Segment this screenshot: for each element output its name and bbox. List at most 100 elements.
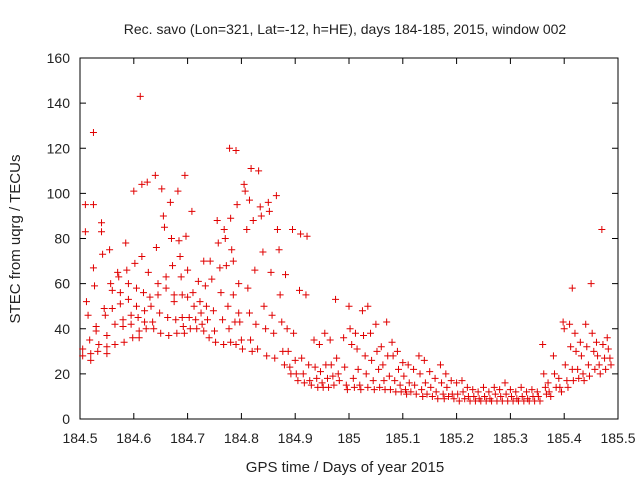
- data-point: [219, 316, 227, 324]
- x-tick-label: 184.5: [62, 430, 97, 446]
- data-point: [116, 300, 124, 308]
- data-point: [459, 388, 467, 396]
- data-point: [576, 338, 584, 346]
- y-tick-label: 140: [47, 95, 71, 111]
- y-tick-label: 100: [47, 185, 71, 201]
- data-point: [280, 361, 288, 369]
- data-point: [264, 198, 272, 206]
- data-point: [534, 392, 542, 400]
- data-point: [558, 388, 566, 396]
- data-point: [267, 268, 275, 276]
- data-point: [114, 268, 122, 276]
- data-point: [169, 262, 177, 270]
- data-point: [397, 388, 405, 396]
- data-point: [256, 203, 264, 211]
- data-point: [512, 388, 520, 396]
- data-point: [340, 334, 348, 342]
- data-point: [592, 338, 600, 346]
- data-point: [299, 370, 307, 378]
- data-point: [321, 329, 329, 337]
- data-point: [135, 327, 143, 335]
- data-point: [431, 374, 439, 382]
- plot-border: [79, 57, 619, 420]
- data-point: [103, 343, 111, 351]
- data-point: [220, 341, 228, 349]
- data-point: [141, 318, 149, 326]
- data-point: [566, 320, 574, 328]
- data-point: [165, 332, 173, 340]
- data-point: [142, 325, 150, 333]
- data-point: [438, 379, 446, 387]
- data-point: [470, 392, 478, 400]
- data-point: [571, 329, 579, 337]
- data-point: [404, 361, 412, 369]
- data-point: [81, 228, 89, 236]
- data-point: [584, 361, 592, 369]
- data-point: [345, 302, 353, 310]
- data-point: [423, 390, 431, 398]
- data-point: [247, 165, 255, 173]
- data-point: [428, 392, 436, 400]
- data-point: [303, 232, 311, 240]
- data-point: [180, 329, 188, 337]
- data-point: [139, 289, 147, 297]
- data-point: [318, 379, 326, 387]
- data-point: [249, 216, 257, 224]
- data-point: [208, 275, 216, 283]
- data-point: [596, 370, 604, 378]
- data-point: [84, 311, 92, 319]
- plot-frame: [79, 57, 619, 420]
- data-point: [370, 386, 378, 394]
- data-point: [307, 381, 315, 389]
- data-point: [89, 201, 97, 209]
- data-point: [385, 372, 393, 380]
- y-tick-label: 20: [54, 366, 70, 382]
- data-point: [376, 383, 384, 391]
- data-point: [176, 253, 184, 261]
- data-point: [368, 356, 376, 364]
- data-point: [411, 381, 419, 389]
- data-point: [132, 302, 140, 310]
- data-point: [298, 354, 306, 362]
- data-point: [186, 325, 194, 333]
- data-point: [574, 365, 582, 373]
- data-point: [313, 374, 321, 382]
- data-point: [480, 383, 487, 391]
- data-point: [551, 370, 559, 378]
- data-point: [533, 388, 541, 396]
- data-point: [248, 347, 256, 355]
- data-point: [607, 361, 615, 369]
- data-point: [327, 361, 335, 369]
- data-point: [212, 338, 220, 346]
- data-points: [79, 92, 615, 405]
- data-point: [350, 383, 358, 391]
- chart-title: Rec. savo (Lon=321, Lat=-12, h=HE), days…: [124, 21, 567, 37]
- data-point: [587, 280, 595, 288]
- data-point: [173, 329, 181, 337]
- data-point: [296, 286, 304, 294]
- data-point: [124, 280, 132, 288]
- data-point: [410, 365, 418, 373]
- data-point: [286, 363, 294, 371]
- data-point: [119, 322, 127, 330]
- data-point: [305, 361, 313, 369]
- data-point: [101, 311, 109, 319]
- data-point: [144, 268, 152, 276]
- data-point: [362, 370, 370, 378]
- data-point: [585, 372, 593, 380]
- data-point: [122, 239, 130, 247]
- data-point: [184, 293, 192, 301]
- data-point: [129, 334, 137, 342]
- data-point: [400, 372, 408, 380]
- data-point: [276, 291, 284, 299]
- data-point: [216, 264, 224, 272]
- data-point: [99, 250, 107, 258]
- data-point: [120, 338, 128, 346]
- data-point: [394, 365, 402, 373]
- data-point: [351, 329, 359, 337]
- data-point: [235, 280, 243, 288]
- data-point: [418, 386, 426, 394]
- data-point: [103, 332, 111, 340]
- data-point: [251, 266, 259, 274]
- data-point: [103, 350, 111, 358]
